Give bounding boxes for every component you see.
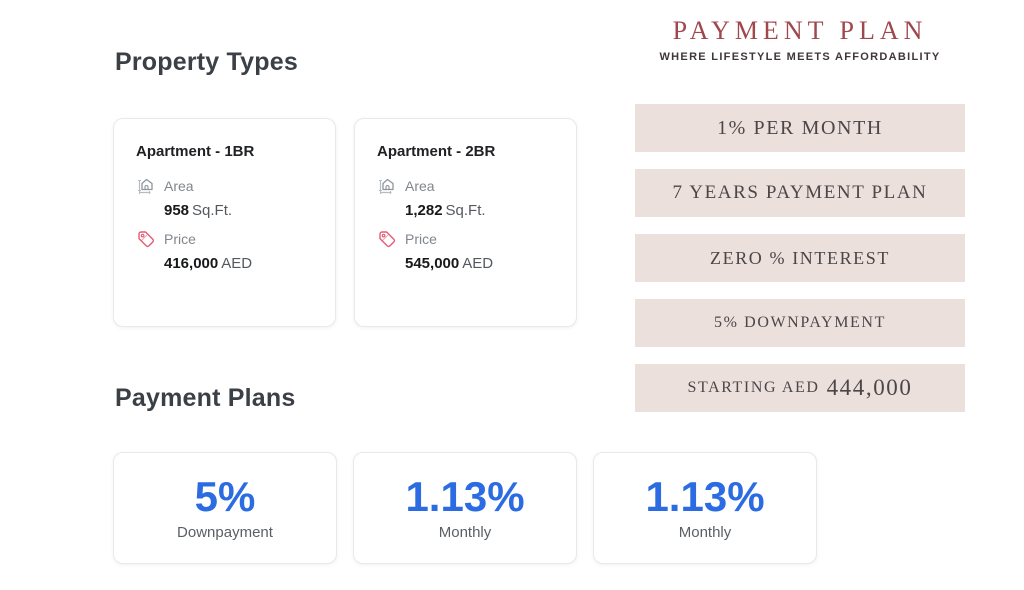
plan-card-downpayment: 5% Downpayment bbox=[113, 452, 337, 564]
plan-label: Monthly bbox=[678, 523, 732, 541]
payment-plans-heading: Payment Plans bbox=[115, 384, 296, 412]
price-value: 545,000 AED bbox=[405, 255, 494, 272]
plan-value: 5% bbox=[194, 473, 256, 521]
price-value: 416,000 AED bbox=[164, 255, 253, 272]
property-types-heading: Property Types bbox=[115, 48, 298, 76]
plan-value: 1.13% bbox=[645, 473, 765, 521]
plan-card-monthly-1: 1.13% Monthly bbox=[353, 452, 577, 564]
banner-zero-interest: ZERO % INTEREST bbox=[635, 234, 965, 282]
area-label: Area bbox=[405, 178, 435, 194]
area-value: 958 Sq.Ft. bbox=[164, 202, 233, 219]
banner-years-plan: 7 YEARS PAYMENT PLAN bbox=[635, 169, 965, 217]
plan-label: Downpayment bbox=[177, 523, 273, 541]
property-cards-row: Apartment - 1BR Area 958 Sq.Ft. bbox=[113, 118, 577, 327]
banner-per-month: 1% PER MONTH bbox=[635, 104, 965, 152]
starting-price-prefix: STARTING AED bbox=[687, 379, 820, 396]
property-card-title: Apartment - 2BR bbox=[377, 143, 496, 160]
plan-card-monthly-2: 1.13% Monthly bbox=[593, 452, 817, 564]
banner-starting-price: STARTING AED 444,000 bbox=[635, 364, 965, 412]
area-floorplan-icon bbox=[136, 176, 156, 196]
plan-label: Monthly bbox=[438, 523, 492, 541]
area-floorplan-icon bbox=[377, 176, 397, 196]
price-label: Price bbox=[405, 231, 437, 247]
starting-price-amount: 444,000 bbox=[826, 375, 913, 400]
price-tag-icon bbox=[136, 229, 156, 249]
property-card-2br: Apartment - 2BR Area 1,282 Sq.Ft. bbox=[354, 118, 577, 327]
banner-downpayment: 5% DOWNPAYMENT bbox=[635, 299, 965, 347]
area-label: Area bbox=[164, 178, 194, 194]
payment-plan-subtitle: WHERE LIFESTYLE MEETS AFFORDABILITY bbox=[659, 51, 941, 63]
payment-plan-cards-row: 5% Downpayment 1.13% Monthly 1.13% Month… bbox=[113, 452, 817, 564]
area-value: 1,282 Sq.Ft. bbox=[405, 202, 486, 219]
payment-plan-banners: 1% PER MONTH 7 YEARS PAYMENT PLAN ZERO %… bbox=[635, 104, 965, 429]
property-card-title: Apartment - 1BR bbox=[136, 143, 255, 160]
property-card-1br: Apartment - 1BR Area 958 Sq.Ft. bbox=[113, 118, 336, 327]
price-tag-icon bbox=[377, 229, 397, 249]
price-label: Price bbox=[164, 231, 196, 247]
payment-plan-title: PAYMENT PLAN bbox=[672, 16, 928, 45]
plan-value: 1.13% bbox=[405, 473, 525, 521]
